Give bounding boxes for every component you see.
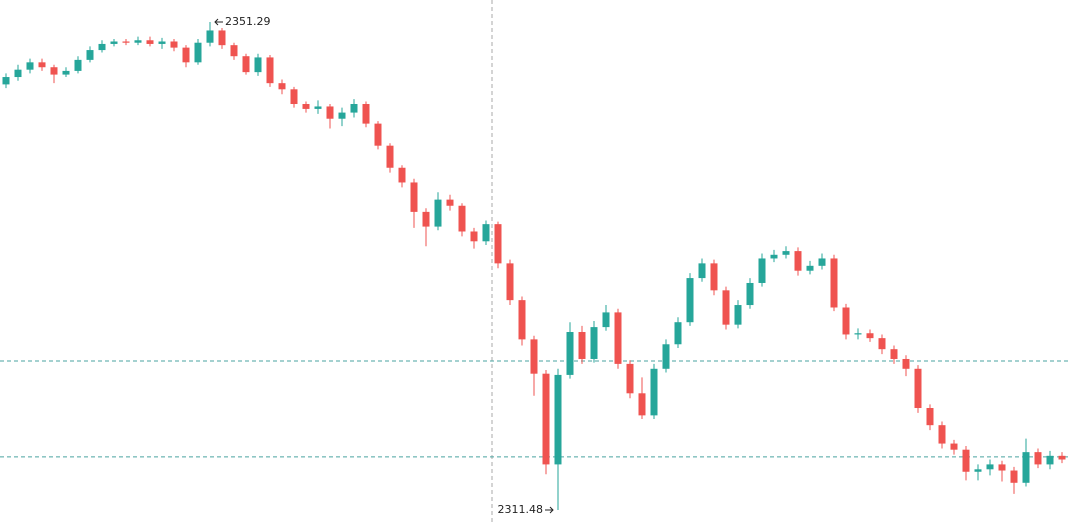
candle-body <box>446 199 454 206</box>
candle-body <box>482 224 490 242</box>
candle-body <box>530 339 538 374</box>
candle-body <box>662 344 670 369</box>
candle-body <box>1058 455 1066 460</box>
candle-body <box>26 62 34 70</box>
candle-body <box>254 57 262 73</box>
candle-body <box>734 305 742 325</box>
candle-body <box>686 278 694 323</box>
candle-body <box>14 69 22 78</box>
candle-body <box>758 258 766 283</box>
candle-body <box>818 258 826 266</box>
candle-body <box>398 167 406 183</box>
candle-body <box>782 251 790 255</box>
candle-body <box>170 41 178 48</box>
candle-body <box>134 40 142 43</box>
candle-body <box>698 263 706 279</box>
candle-body <box>1010 470 1018 483</box>
candle-body <box>434 199 442 227</box>
candle-body <box>338 112 346 119</box>
candle-body <box>518 300 526 340</box>
candle-body <box>230 45 238 57</box>
candle-body <box>1022 452 1030 483</box>
candle-body <box>806 265 814 271</box>
low-label: 2311.48 <box>498 503 544 516</box>
candle-body <box>626 363 634 394</box>
candle-body <box>554 374 562 465</box>
candle-body <box>770 254 778 259</box>
candle-body <box>194 42 202 63</box>
candle-body <box>146 40 154 44</box>
candle-body <box>1046 455 1054 465</box>
candle-body <box>494 224 502 264</box>
candle-body <box>926 408 934 426</box>
candle-body <box>242 56 250 73</box>
candle-body <box>290 89 298 105</box>
candle-body <box>470 231 478 242</box>
candle-body <box>278 83 286 90</box>
arrow <box>545 506 554 514</box>
candle-body <box>854 333 862 335</box>
candle-body <box>794 251 802 271</box>
candle-body <box>974 469 982 472</box>
candle-body <box>98 43 106 51</box>
candle-body <box>362 104 370 124</box>
candle-body <box>674 322 682 345</box>
candle-body <box>722 290 730 325</box>
candle-body <box>62 70 70 75</box>
candle-body <box>506 263 514 301</box>
candle-body <box>110 41 118 44</box>
candle-body <box>902 358 910 369</box>
candle-body <box>74 59 82 71</box>
candle-body <box>566 332 574 375</box>
candle-body <box>590 327 598 359</box>
candle-body <box>710 263 718 291</box>
candle-body <box>350 104 358 113</box>
arrow <box>214 18 223 26</box>
candle-body <box>938 425 946 444</box>
candle-body <box>50 67 58 75</box>
candle-body <box>266 57 274 84</box>
candle-body <box>218 30 226 46</box>
candle-body <box>746 282 754 306</box>
candle-body <box>890 349 898 359</box>
candle-body <box>542 373 550 465</box>
candle-body <box>206 30 214 43</box>
candle-body <box>302 104 310 109</box>
candle-body <box>410 182 418 212</box>
candle-body <box>950 443 958 450</box>
candle-body <box>122 41 130 43</box>
candle-body <box>614 312 622 364</box>
candle-body <box>314 106 322 109</box>
candle-body <box>878 338 886 350</box>
candle-body <box>842 307 850 335</box>
candle-body <box>158 41 166 44</box>
candle-body <box>2 77 10 85</box>
candle-body <box>458 205 466 232</box>
candle-body <box>998 464 1006 471</box>
candle-body <box>602 312 610 328</box>
candle-body <box>374 123 382 146</box>
high-label: 2351.29 <box>225 15 271 28</box>
candle-body <box>86 50 94 60</box>
candle-body <box>386 145 394 168</box>
candle-body <box>326 106 334 119</box>
candle-body <box>638 393 646 416</box>
candle-body <box>650 368 658 416</box>
candle-body <box>38 62 46 68</box>
candle-body <box>866 333 874 339</box>
candle-body <box>830 258 838 308</box>
candle-body <box>578 332 586 359</box>
candle-body <box>1034 452 1042 465</box>
candle-body <box>962 449 970 472</box>
candle-body <box>422 211 430 227</box>
candle-body <box>914 368 922 409</box>
candle-body <box>182 47 190 63</box>
candle-body <box>986 464 994 470</box>
